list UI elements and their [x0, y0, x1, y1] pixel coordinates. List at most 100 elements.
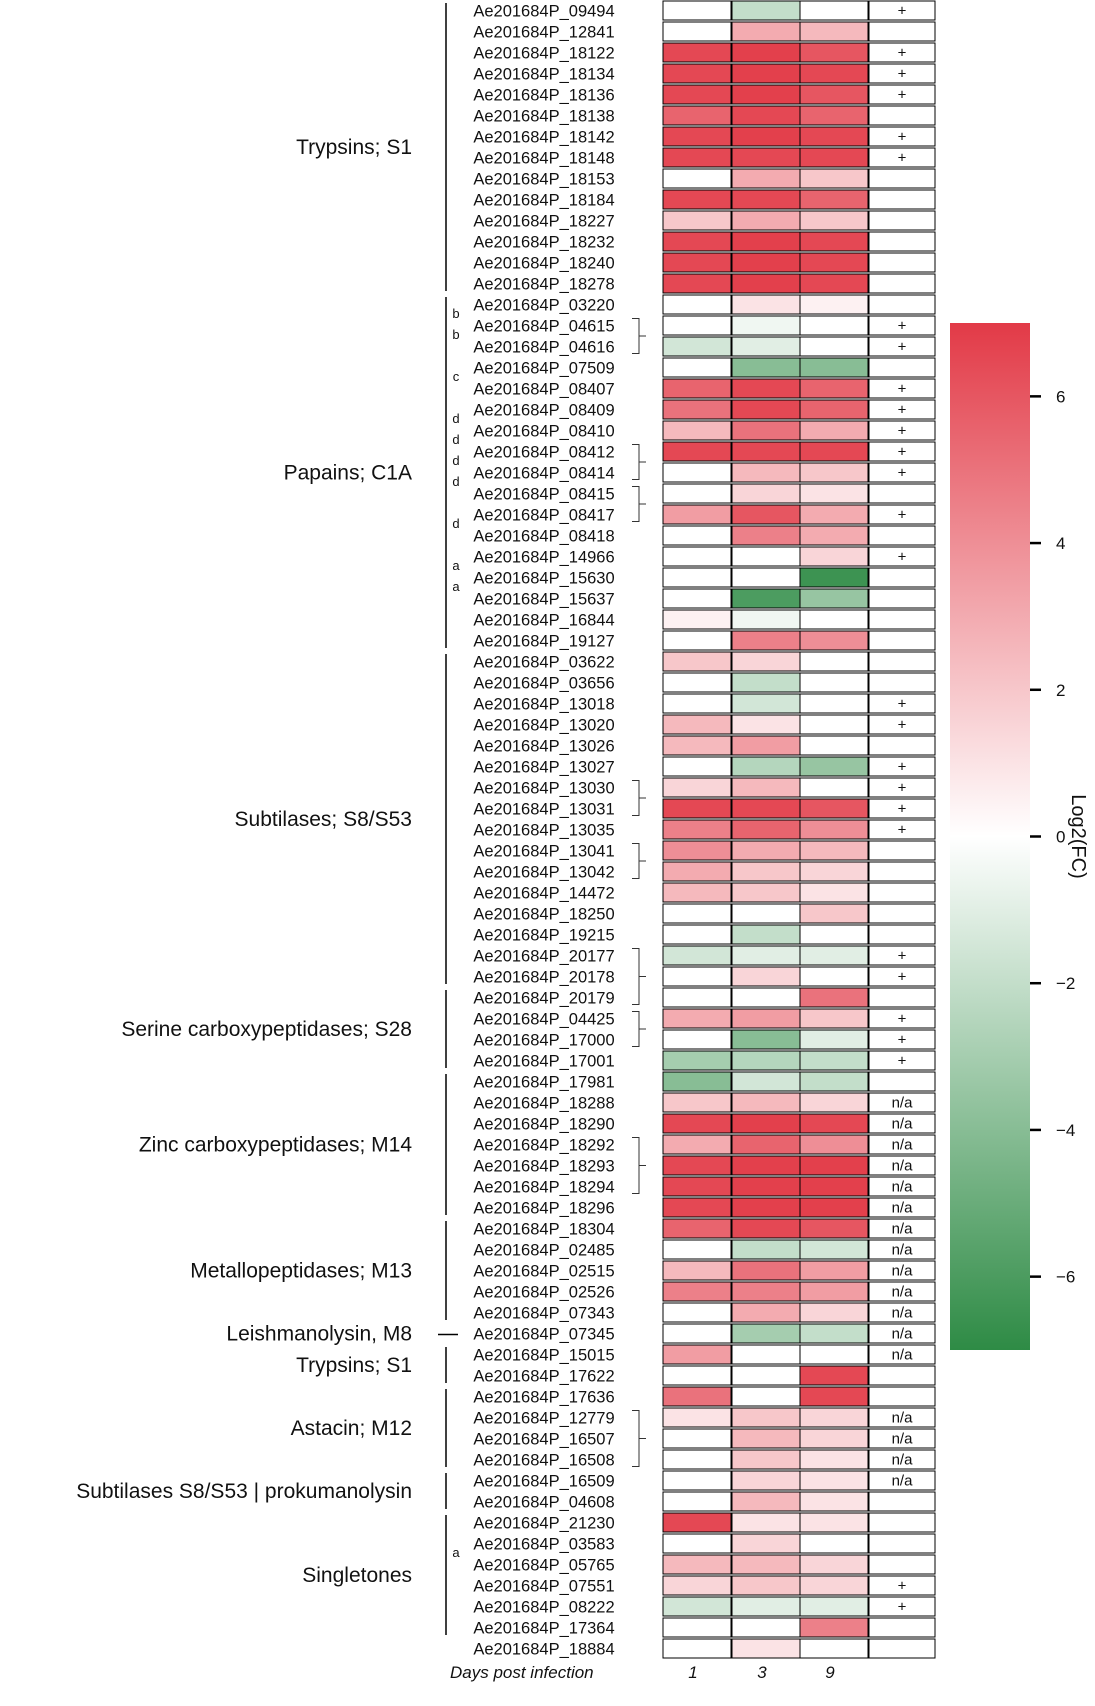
mark-cell — [868, 630, 936, 651]
heatmap-cell — [799, 315, 869, 336]
group: Serine carboxypeptidases; S28 — [121, 990, 447, 1068]
heatmap-cell — [662, 756, 732, 777]
heatmap-cell — [662, 1512, 732, 1533]
heatmap-cell — [731, 1554, 801, 1575]
mark-cell — [868, 840, 936, 861]
mark-label: n/a — [892, 1221, 914, 1238]
heatmap-cell — [799, 42, 869, 63]
heatmap-cell — [799, 1344, 869, 1365]
gene-id-label: Ae201684P_17636 — [473, 1389, 614, 1407]
heatmap-cell — [731, 882, 801, 903]
mark-cell — [868, 1617, 936, 1638]
gene-id-label: Ae201684P_13042 — [473, 864, 614, 882]
gene-id-label: Ae201684P_03656 — [473, 675, 614, 693]
gene-id-label: Ae201684P_07345 — [473, 1326, 614, 1344]
table-row: Ae201684P_18292 n/a — [473, 1134, 936, 1155]
heatmap-cell — [662, 546, 732, 567]
heatmap-cell — [799, 1491, 869, 1512]
heatmap-cell — [731, 987, 801, 1008]
mark-cell — [868, 315, 936, 336]
table-row: Ae201684P_17636 — [473, 1386, 936, 1407]
gene-id-label: Ae201684P_18122 — [473, 45, 614, 63]
heatmap-cell — [799, 84, 869, 105]
heatmap-cell — [662, 252, 732, 273]
pair-bracket — [632, 1011, 646, 1047]
mark-cell — [868, 168, 936, 189]
heatmap-cell — [731, 1155, 801, 1176]
gene-id-label: Ae201684P_17364 — [473, 1620, 614, 1638]
heatmap-cell — [731, 1344, 801, 1365]
gene-id-label: Ae201684P_02526 — [473, 1284, 614, 1302]
heatmap-cell — [662, 1554, 732, 1575]
mark-cell — [868, 1386, 936, 1407]
gene-id-label: Ae201684P_20177 — [473, 948, 614, 966]
group-label: Leishmanolysin, M8 — [226, 1323, 412, 1346]
table-row: Ae201684P_04425 + — [473, 1008, 936, 1029]
mark-cell — [868, 1365, 936, 1386]
mark-cell — [868, 1281, 936, 1302]
mark-label: + — [898, 549, 907, 566]
heatmap-cell — [799, 357, 869, 378]
mark-cell — [868, 84, 936, 105]
table-row: Ae201684P_12779 n/a — [473, 1407, 936, 1428]
heatmap-cell — [799, 567, 869, 588]
heatmap-cell — [731, 1302, 801, 1323]
gene-id-label: Ae201684P_18136 — [473, 87, 614, 105]
heatmap-cell — [662, 1449, 732, 1470]
heatmap-cell — [731, 1428, 801, 1449]
heatmap-cell — [731, 567, 801, 588]
heatmap-cell — [731, 231, 801, 252]
heatmap-cell — [799, 1407, 869, 1428]
heatmap-cell — [731, 483, 801, 504]
mark-label: + — [898, 402, 907, 419]
gene-id-label: Ae201684P_18142 — [473, 129, 614, 147]
mark-cell — [868, 147, 936, 168]
gene-id-label: Ae201684P_15630 — [473, 570, 614, 588]
heatmap-cell — [731, 630, 801, 651]
heatmap-cell — [662, 1491, 732, 1512]
heatmap-cell — [731, 756, 801, 777]
heatmap-cell — [799, 672, 869, 693]
heatmap-cell — [799, 1071, 869, 1092]
mark-cell — [868, 1596, 936, 1617]
mark-cell — [868, 189, 936, 210]
heatmap-cell — [662, 987, 732, 1008]
table-row: Ae201684P_18884 — [473, 1638, 936, 1659]
table-row: Ae201684P_08415 d — [452, 474, 936, 504]
gene-id-label: Ae201684P_18294 — [473, 1179, 614, 1197]
table-row: Ae201684P_16844 — [473, 609, 936, 630]
gene-id-label: Ae201684P_03583 — [473, 1536, 614, 1554]
mark-label: + — [898, 759, 907, 776]
table-row: Ae201684P_08417 + — [473, 504, 936, 525]
heatmap-cell — [662, 483, 732, 504]
gene-id-label: Ae201684P_19215 — [473, 927, 614, 945]
gene-id-label: Ae201684P_18304 — [473, 1221, 614, 1239]
heatmap-cell — [731, 1575, 801, 1596]
heatmap-cell — [731, 357, 801, 378]
gene-id-label: Ae201684P_14472 — [473, 885, 614, 903]
mark-label: + — [898, 1578, 907, 1595]
group: Subtilases; S8/S53 — [235, 654, 447, 984]
heatmap-cell — [731, 1407, 801, 1428]
heatmap-cell — [799, 1596, 869, 1617]
mark-cell — [868, 1575, 936, 1596]
table-row: Ae201684P_18184 — [473, 189, 936, 210]
gene-id-label: Ae201684P_17001 — [473, 1053, 614, 1071]
table-row: Ae201684P_04608 — [473, 1491, 936, 1512]
heatmap-cell — [731, 651, 801, 672]
group-label: Subtilases S8/S53 | prokumanolysin — [76, 1480, 412, 1503]
mark-cell — [868, 210, 936, 231]
gene-id-label: Ae201684P_08410 — [473, 423, 614, 441]
mark-label: + — [898, 465, 907, 482]
heatmap-cell — [731, 462, 801, 483]
heatmap-cell — [731, 735, 801, 756]
heatmap-cell — [731, 924, 801, 945]
heatmap-cell — [799, 1239, 869, 1260]
mark-cell — [868, 966, 936, 987]
table-row: Ae201684P_18227 — [473, 210, 936, 231]
mark-label: n/a — [892, 1179, 914, 1196]
table-row: Ae201684P_08414 d + — [452, 453, 936, 483]
heatmap-cell — [662, 1386, 732, 1407]
heatmap-cell — [731, 1008, 801, 1029]
table-row: Ae201684P_18250 — [473, 903, 936, 924]
